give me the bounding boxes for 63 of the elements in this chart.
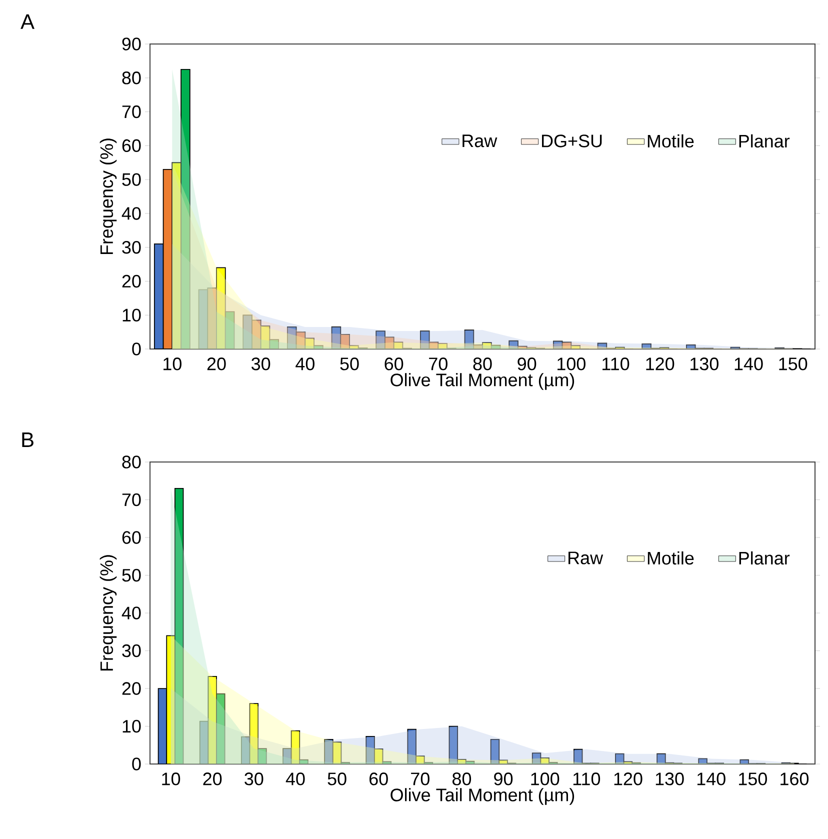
y-tick-label: 70: [122, 105, 141, 118]
y-tick-label: 40: [122, 606, 141, 620]
y-axis-title: Frequency (%): [100, 555, 117, 671]
x-tick-label: 20: [207, 358, 226, 370]
x-tick-label: 130: [656, 772, 684, 786]
x-tick-label: 60: [384, 358, 404, 370]
legend-label: Planar: [739, 134, 790, 148]
x-tick-label: 100: [531, 772, 560, 786]
x-tick-label: 70: [411, 772, 430, 786]
y-tick-label: 0: [132, 342, 141, 356]
y-tick-label: 30: [122, 240, 141, 254]
x-tick-label: 50: [328, 772, 346, 786]
x-tick-label: 30: [244, 772, 264, 786]
y-tick-label: 40: [122, 207, 141, 220]
x-tick-label: 10: [162, 772, 180, 786]
x-tick-label: 140: [697, 772, 726, 786]
y-tick-label: 70: [122, 493, 141, 506]
legend-label: Motile: [648, 134, 694, 148]
x-tick-label: 30: [252, 358, 270, 370]
y-tick-label: 80: [122, 72, 141, 84]
x-tick-label: 140: [734, 358, 763, 370]
legend-label: Raw: [568, 552, 604, 564]
legend-label: Raw: [462, 134, 498, 148]
y-tick-label: 80: [122, 456, 141, 468]
x-tick-label: 160: [780, 772, 809, 786]
x-tick-label: 90: [518, 358, 536, 370]
y-tick-label: 20: [122, 682, 141, 695]
x-tick-label: 70: [429, 358, 448, 370]
x-tick-label: 90: [494, 772, 513, 786]
y-tick-label: 60: [122, 139, 141, 152]
x-axis-title: Olive Tail Moment (µm): [390, 788, 574, 805]
legend-label: DG+SU: [542, 134, 602, 148]
x-tick-label: 110: [573, 772, 600, 786]
x-tick-label: 60: [370, 772, 388, 786]
x-tick-label: 110: [602, 358, 630, 370]
y-tick-label: 50: [122, 173, 141, 186]
x-tick-label: 100: [558, 358, 586, 370]
y-axis-title: Frequency (%): [100, 138, 117, 254]
y-tick-label: 50: [122, 568, 141, 582]
y-tick-label: 10: [122, 308, 141, 322]
chart-title: B: [22, 432, 34, 447]
x-tick-label: 80: [452, 772, 472, 786]
x-tick-label: 20: [203, 772, 222, 786]
legend-label: Planar: [739, 551, 790, 565]
x-tick-label: 10: [164, 358, 182, 370]
x-tick-label: 130: [690, 358, 718, 370]
x-tick-label: 150: [739, 772, 767, 786]
y-tick-label: 0: [132, 758, 141, 770]
y-tick-label: 60: [122, 531, 141, 544]
chart-title: A: [20, 14, 34, 29]
y-tick-label: 90: [122, 38, 141, 50]
x-tick-label: 120: [614, 772, 642, 786]
x-tick-label: 40: [286, 772, 305, 786]
x-tick-label: 40: [296, 358, 314, 370]
y-tick-label: 10: [122, 720, 141, 733]
x-tick-label: 80: [473, 358, 492, 370]
x-axis-title: Olive Tail Moment (µm): [390, 373, 574, 390]
y-tick-label: 30: [122, 644, 141, 658]
x-tick-label: 120: [646, 358, 674, 370]
x-tick-label: 150: [779, 358, 808, 370]
y-tick-label: 20: [122, 274, 141, 288]
legend-label: Motile: [648, 551, 694, 565]
x-tick-label: 50: [340, 358, 359, 370]
